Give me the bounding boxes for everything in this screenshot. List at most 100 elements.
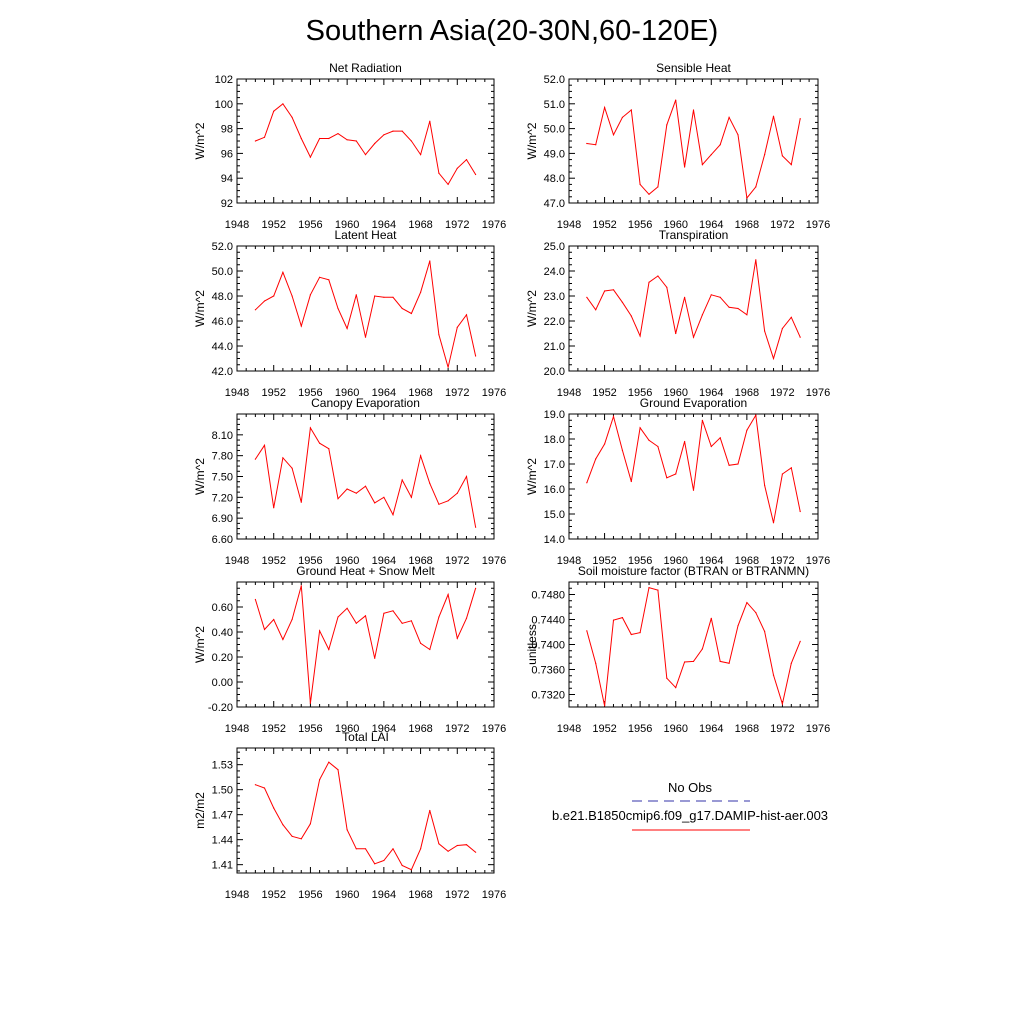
x-tick-label: 1952: [261, 723, 285, 735]
data-point: [612, 619, 615, 621]
x-tick-label: 1952: [261, 889, 285, 901]
data-point: [337, 616, 339, 618]
data-point: [282, 271, 284, 273]
data-point: [282, 103, 284, 105]
data-point: [666, 677, 668, 679]
data-point: [728, 116, 730, 118]
x-tick-label: 1960: [663, 555, 687, 567]
data-point: [475, 173, 477, 176]
plot-frame: [236, 581, 495, 708]
data-point: [630, 109, 632, 111]
data-point: [328, 137, 330, 140]
x-tick-label: 1968: [408, 889, 432, 901]
data-point: [746, 314, 748, 316]
data-point: [263, 628, 266, 631]
data-point: [337, 769, 339, 771]
data-point: [263, 787, 266, 789]
data-point: [772, 674, 775, 676]
x-tick-label: 1968: [735, 555, 759, 567]
data-point: [254, 598, 256, 601]
y-tick-label: 8.10: [212, 430, 233, 442]
y-tick-label: 14.0: [544, 534, 565, 546]
y-tick-label: 46.0: [212, 316, 233, 328]
data-point: [309, 427, 311, 429]
x-tick-label: 1964: [372, 219, 396, 231]
data-point: [355, 492, 357, 494]
data-point: [429, 120, 431, 122]
data-point: [401, 479, 403, 481]
x-tick-label: 1948: [557, 723, 581, 735]
y-tick-label: 48.0: [544, 173, 565, 185]
data-point: [383, 859, 385, 862]
data-point: [273, 618, 275, 621]
data-point: [374, 502, 376, 504]
data-point: [273, 507, 275, 509]
data-point: [790, 467, 792, 469]
data-point: [595, 309, 597, 311]
data-point: [374, 295, 376, 297]
data-point: [273, 110, 275, 112]
x-tick-label: 1948: [225, 387, 249, 399]
data-point: [438, 843, 440, 845]
plot-frame: [236, 245, 495, 372]
y-tick-label: 15.0: [544, 509, 565, 521]
y-axis-label: W/m^2: [193, 122, 207, 159]
data-point: [728, 306, 730, 308]
data-point: [401, 130, 403, 132]
data-point: [410, 869, 412, 871]
plot-frame: [568, 413, 819, 540]
data-point: [657, 186, 659, 188]
x-tick-label: 1948: [225, 889, 249, 901]
y-tick-label: 0.40: [212, 627, 233, 639]
data-point: [675, 687, 677, 689]
data-point: [701, 419, 704, 421]
data-point: [438, 172, 440, 174]
data-point: [675, 332, 677, 335]
y-tick-label: 18.0: [544, 434, 565, 446]
y-axis-label: W/m^2: [525, 122, 539, 159]
data-point: [254, 140, 256, 142]
data-point: [630, 480, 632, 483]
data-point: [420, 455, 422, 457]
plot-frame: [568, 78, 819, 204]
y-tick-label: 50.0: [544, 124, 565, 136]
data-point: [475, 526, 477, 528]
data-point: [604, 290, 606, 292]
data-point: [346, 607, 348, 609]
x-tick-label: 1952: [261, 555, 285, 567]
data-point: [639, 632, 641, 634]
y-axis-label: W/m^2: [193, 626, 207, 663]
data-point: [465, 475, 468, 478]
x-tick-label: 1952: [592, 219, 616, 231]
data-point: [447, 183, 449, 185]
data-point: [401, 864, 403, 867]
data-point: [710, 294, 712, 296]
y-tick-label: 7.20: [212, 492, 233, 504]
data-point: [346, 327, 348, 330]
data-point: [719, 437, 721, 439]
data-point: [719, 296, 721, 298]
x-tick-label: 1956: [298, 723, 322, 735]
data-point: [621, 301, 624, 303]
data-point: [291, 116, 293, 118]
data-point: [475, 851, 477, 853]
data-point: [355, 622, 357, 624]
x-tick-label: 1972: [445, 889, 469, 901]
x-tick-label: 1952: [592, 555, 616, 567]
data-point: [666, 286, 668, 288]
data-point: [328, 279, 330, 281]
y-tick-label: 7.50: [212, 472, 233, 484]
data-point: [692, 660, 695, 663]
y-tick-label: 49.0: [544, 148, 565, 160]
data-point: [319, 137, 321, 140]
data-point: [447, 593, 449, 596]
data-point: [621, 449, 624, 451]
x-tick-label: 1968: [408, 387, 432, 399]
y-tick-label: 1.53: [212, 760, 233, 772]
data-point: [447, 850, 449, 852]
data-point: [701, 314, 704, 316]
data-point: [282, 824, 284, 826]
data-point: [710, 154, 712, 156]
x-tick-label: 1956: [628, 219, 652, 231]
x-tick-label: 1956: [628, 387, 652, 399]
